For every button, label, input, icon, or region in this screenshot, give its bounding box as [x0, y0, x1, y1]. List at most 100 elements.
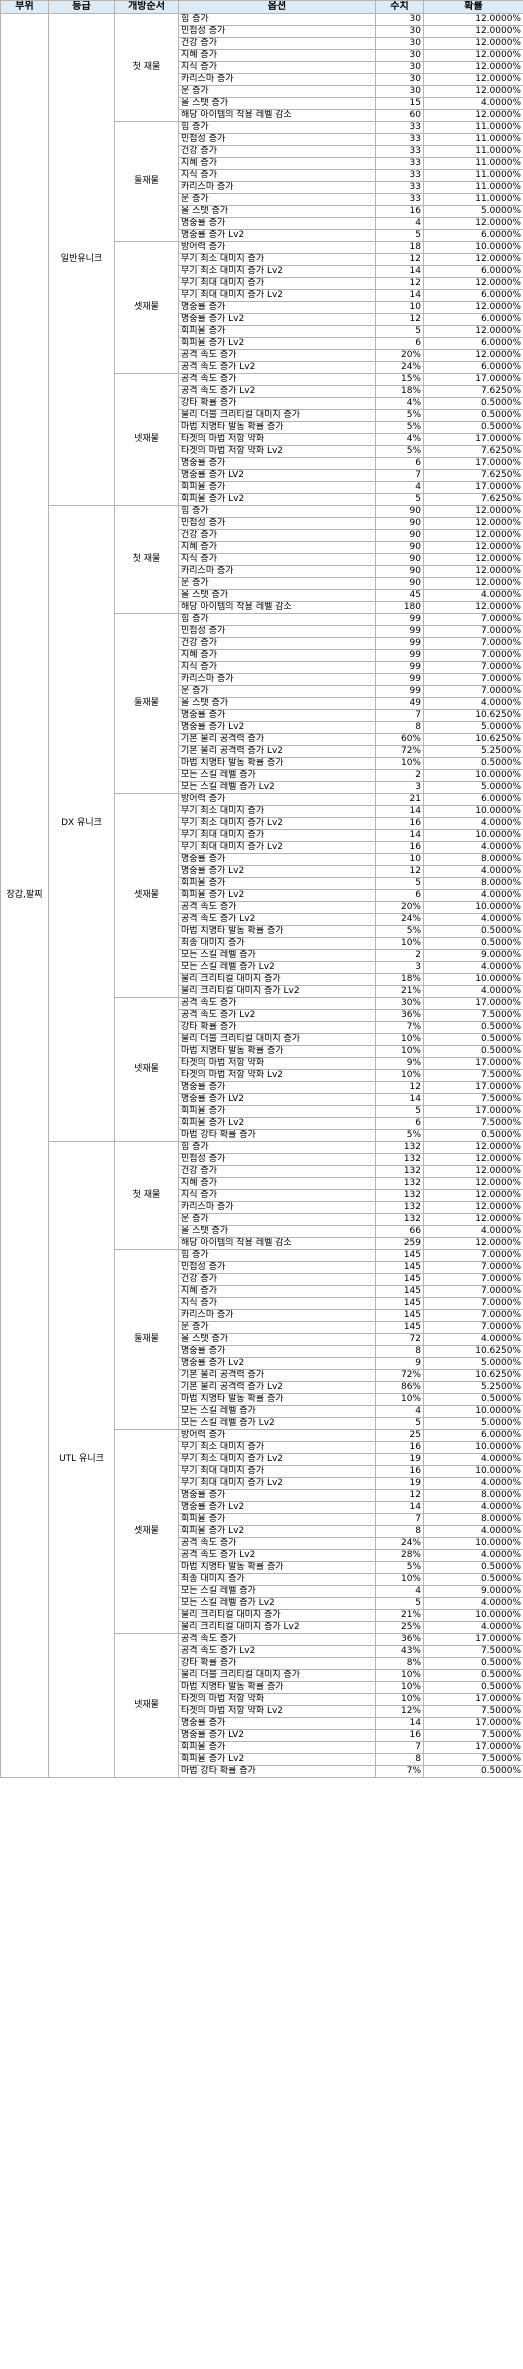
option-cell: 운 증가 — [178, 685, 376, 698]
table-row: 최종 대미지 증가 10% 0.5000% — [1, 937, 523, 950]
value-cell: 33 — [375, 157, 424, 170]
option-cell: 카리스마 증가 — [178, 565, 376, 578]
probability-cell: 12.0000% — [423, 1189, 523, 1202]
value-cell: 7% — [375, 1765, 424, 1778]
value-cell: 145 — [375, 1261, 424, 1274]
value-cell: 86% — [375, 1381, 424, 1394]
value-cell: 5 — [375, 493, 424, 506]
header-option: 옵션 — [178, 0, 376, 14]
value-cell: 180 — [375, 601, 424, 614]
table-row: 마법 강타 확률 증가 5% 0.5000% — [1, 1129, 523, 1142]
probability-cell: 12.0000% — [423, 1177, 523, 1190]
value-cell: 2 — [375, 769, 424, 782]
option-cell: 지식 증가 — [178, 61, 376, 74]
option-cell: 무기 최대 대미지 증가 Lv2 — [178, 289, 376, 302]
table-row: 운 증가 30 12.0000% — [1, 85, 523, 98]
value-cell: 8 — [375, 721, 424, 734]
table-row: 마법 강타 확률 증가 7% 0.5000% — [1, 1765, 523, 1778]
table-row: 넷재물 공격 속도 증가 15% 17.0000% — [1, 373, 523, 506]
option-cell: 회피율 증가 Lv2 — [178, 493, 376, 506]
option-cell: 올 스탯 증가 — [178, 1225, 376, 1238]
probability-cell: 7.0000% — [423, 613, 523, 626]
value-cell: 8 — [375, 1345, 424, 1358]
option-cell: 민첩성 증가 — [178, 1153, 376, 1166]
value-cell: 10% — [375, 1573, 424, 1586]
value-cell: 6 — [375, 889, 424, 902]
option-cell: 해당 아이템의 착용 레벨 감소 — [178, 1237, 376, 1250]
option-cell: 타겟의 마법 저항 약화 — [178, 1693, 376, 1706]
value-cell: 5 — [375, 325, 424, 338]
probability-cell: 8.0000% — [423, 853, 523, 866]
value-cell: 16 — [375, 1729, 424, 1742]
value-cell: 132 — [375, 1153, 424, 1166]
option-cell: 운 증가 — [178, 577, 376, 590]
table-row: 카리스마 증가 132 12.0000% — [1, 1201, 523, 1214]
option-cell: 힘 증가 — [178, 1141, 376, 1154]
probability-cell: 10.0000% — [423, 973, 523, 986]
value-cell: 33 — [375, 169, 424, 182]
value-cell: 16 — [375, 841, 424, 854]
probability-cell: 5.0000% — [423, 721, 523, 734]
probability-cell: 11.0000% — [423, 181, 523, 194]
table-row: 기본 물리 공격력 증가 Lv2 72% 5.2500% — [1, 745, 523, 758]
value-cell: 145 — [375, 1285, 424, 1298]
option-cell: 명중률 증가 — [178, 709, 376, 722]
option-cell: 올 스탯 증가 — [178, 697, 376, 710]
value-cell: 24% — [375, 1537, 424, 1550]
option-cell: 건강 증가 — [178, 637, 376, 650]
value-cell: 43% — [375, 1645, 424, 1658]
value-cell: 60% — [375, 733, 424, 746]
option-cell: 모든 스킬 레벨 증가 — [178, 949, 376, 962]
table-row: 물리 크리티컬 대미지 증가 21% 10.0000% — [1, 1609, 523, 1622]
option-probability-table: 부위 등급 개방순서 옵션 수치 확률 장갑,팔찌 일반유니크 첫 재물 힘 증가 30… — [0, 0, 523, 1778]
probability-cell: 6.0000% — [423, 337, 523, 350]
value-cell: 90 — [375, 517, 424, 530]
value-cell: 10% — [375, 1033, 424, 1046]
grade-cell: 일반유니크 — [48, 13, 115, 506]
probability-cell: 10.0000% — [423, 1441, 523, 1454]
probability-cell: 0.5000% — [423, 1045, 523, 1058]
value-cell: 30 — [375, 49, 424, 62]
option-cell: 지식 증가 — [178, 169, 376, 182]
option-cell: 건강 증가 — [178, 145, 376, 158]
value-cell: 3 — [375, 961, 424, 974]
option-cell: 지혜 증가 — [178, 649, 376, 662]
probability-cell: 10.0000% — [423, 901, 523, 914]
option-cell: 명중률 증가 LV2 — [178, 1093, 376, 1106]
value-cell: 99 — [375, 661, 424, 674]
probability-cell: 4.0000% — [423, 1477, 523, 1490]
value-cell: 145 — [375, 1297, 424, 1310]
probability-cell: 12.0000% — [423, 1201, 523, 1214]
probability-cell: 7.5000% — [423, 1069, 523, 1082]
table-row: 회피율 증가 5 8.0000% — [1, 877, 523, 890]
option-cell: 회피율 증가 Lv2 — [178, 1117, 376, 1130]
table-row: UTL 유니크 첫 재물 힘 증가 132 12.0000% — [1, 1141, 523, 1778]
value-cell: 145 — [375, 1321, 424, 1334]
table-row: 공격 속도 증가 20% 12.0000% — [1, 349, 523, 362]
option-cell: 지식 증가 — [178, 661, 376, 674]
probability-cell: 17.0000% — [423, 1105, 523, 1118]
probability-cell: 0.5000% — [423, 757, 523, 770]
table-row: 지혜 증가 145 7.0000% — [1, 1285, 523, 1298]
option-cell: 명중률 증가 — [178, 853, 376, 866]
probability-cell: 11.0000% — [423, 169, 523, 182]
probability-cell: 7.0000% — [423, 673, 523, 686]
probability-cell: 7.0000% — [423, 661, 523, 674]
probability-cell: 4.0000% — [423, 1525, 523, 1538]
option-cell: 기본 물리 공격력 증가 — [178, 733, 376, 746]
value-cell: 5 — [375, 1597, 424, 1610]
option-cell: 힘 증가 — [178, 1249, 376, 1262]
option-cell: 해당 아이템의 착용 레벨 감소 — [178, 601, 376, 614]
table-row: 올 스탯 증가 66 4.0000% — [1, 1225, 523, 1238]
probability-cell: 4.0000% — [423, 985, 523, 998]
value-cell: 8 — [375, 1753, 424, 1766]
option-cell: 명중률 증가 LV2 — [178, 469, 376, 482]
table-row: 명중률 증가 10 8.0000% — [1, 853, 523, 866]
probability-cell: 12.0000% — [423, 1213, 523, 1226]
probability-cell: 4.0000% — [423, 865, 523, 878]
probability-cell: 4.0000% — [423, 697, 523, 710]
table-row: 올 스탯 증가 45 4.0000% — [1, 589, 523, 602]
option-cell: 명중률 증가 LV2 — [178, 1729, 376, 1742]
value-cell: 8 — [375, 1525, 424, 1538]
option-cell: 올 스탯 증가 — [178, 97, 376, 110]
